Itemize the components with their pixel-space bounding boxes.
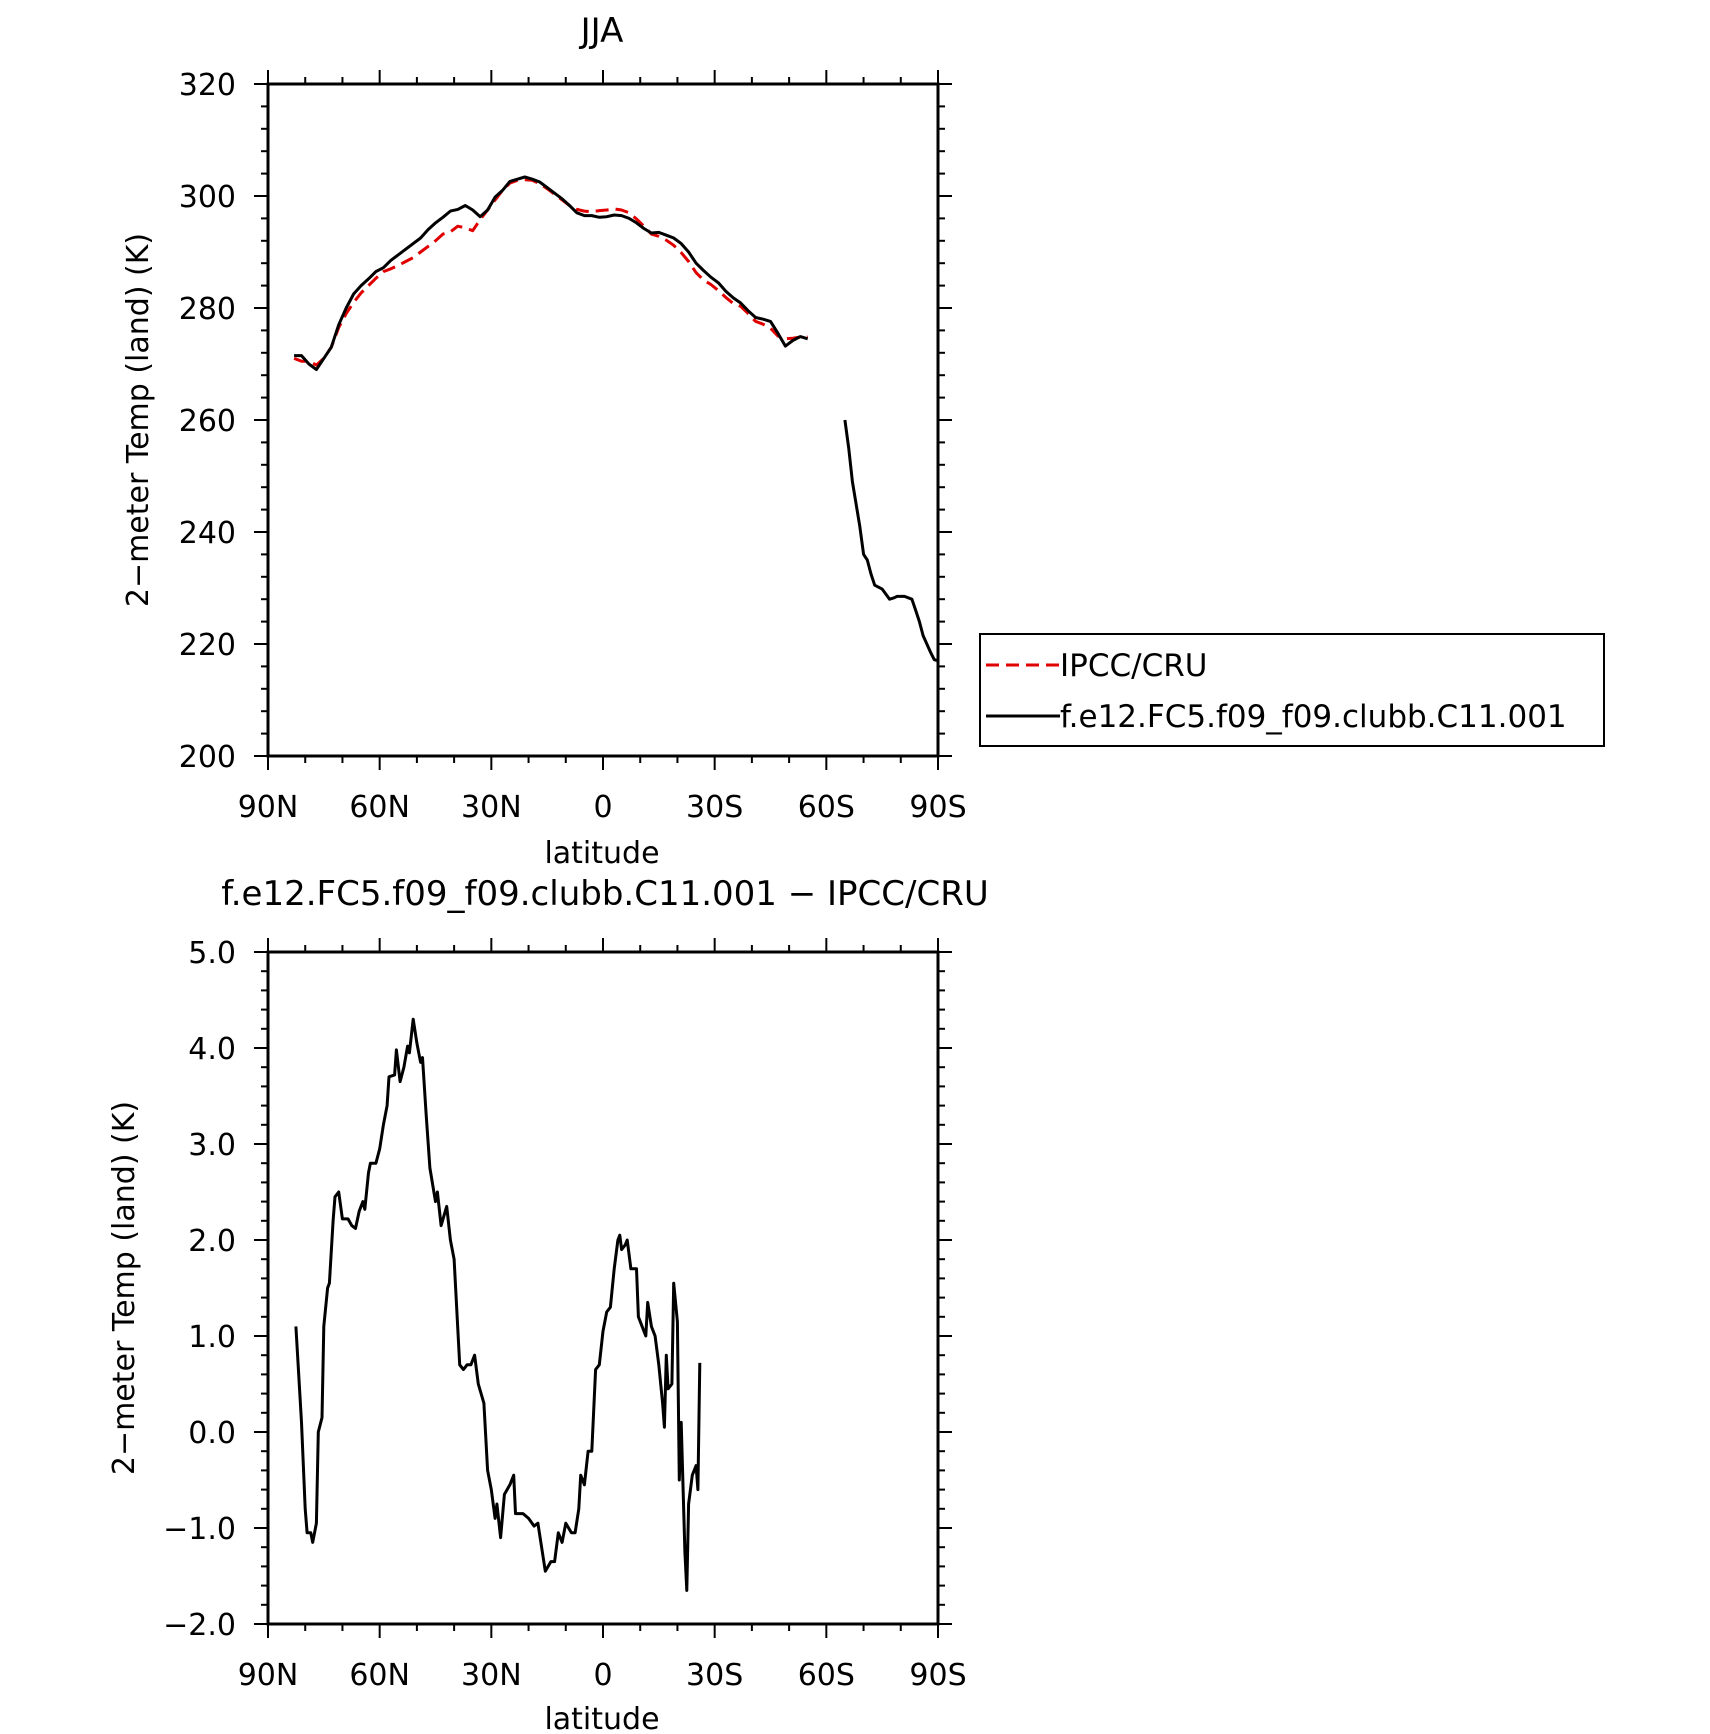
x-tick-label: 0 <box>593 1658 612 1693</box>
chart-title: f.e12.FC5.f09_f09.clubb.C11.001 − IPCC/C… <box>221 874 989 914</box>
x-tick-label: 90S <box>909 790 966 825</box>
legend-box <box>979 633 1605 747</box>
tick-marks <box>254 70 952 770</box>
y-tick-label: −2.0 <box>163 1608 236 1643</box>
series-line-difference <box>294 1017 702 1592</box>
legend-label-ipcc-cru: IPCC/CRU <box>1060 648 1207 684</box>
y-tick-label: 2.0 <box>188 1224 236 1259</box>
legend-label-model: f.e12.FC5.f09_f09.clubb.C11.001 <box>1060 699 1567 735</box>
y-tick-label: 3.0 <box>188 1128 236 1163</box>
x-tick-labels: 90N 60N 30N 0 30S 60S 90S <box>238 1658 967 1693</box>
y-tick-label: 4.0 <box>188 1032 236 1067</box>
y-tick-label: 0.0 <box>188 1416 236 1451</box>
y-axis-label: 2−meter Temp (land) (K) <box>107 1101 142 1475</box>
x-tick-label: 90N <box>238 1658 299 1693</box>
x-tick-label: 90N <box>238 790 299 825</box>
x-axis-label: latitude <box>544 1702 659 1734</box>
series-group <box>293 175 939 663</box>
x-tick-label: 30N <box>461 790 522 825</box>
x-tick-label: 90S <box>909 1658 966 1693</box>
legend: IPCC/CRU f.e12.FC5.f09_f09.clubb.C11.001 <box>979 633 1605 747</box>
series-line-model <box>294 175 939 663</box>
y-tick-label: 240 <box>179 516 236 551</box>
y-tick-label: 260 <box>179 404 236 439</box>
y-tick-label: 200 <box>179 740 236 775</box>
x-axis-label: latitude <box>544 836 659 871</box>
y-tick-label: 280 <box>179 292 236 327</box>
y-axis-label: 2−meter Temp (land) (K) <box>121 233 156 607</box>
chart-panel-jja: JJA 200 220 240 260 280 300 320 90N 60N 30N 0 30S 6… <box>121 11 967 871</box>
plot-frame <box>266 82 940 758</box>
x-tick-label: 60N <box>349 1658 410 1693</box>
x-tick-label: 60N <box>349 790 410 825</box>
chart-panel-difference: f.e12.FC5.f09_f09.clubb.C11.001 − IPCC/C… <box>107 874 989 1734</box>
x-tick-label: 30S <box>686 790 743 825</box>
y-tick-label: 300 <box>179 180 236 215</box>
series-line-ipcc-cru <box>293 178 808 367</box>
x-tick-labels: 90N 60N 30N 0 30S 60S 90S <box>238 790 967 825</box>
x-tick-label: 30S <box>686 1658 743 1693</box>
y-tick-label: −1.0 <box>163 1512 236 1547</box>
y-tick-labels: 200 220 240 260 280 300 320 <box>179 68 236 775</box>
x-tick-label: 30N <box>461 1658 522 1693</box>
y-tick-label: 5.0 <box>188 936 236 971</box>
y-tick-label: 1.0 <box>188 1320 236 1355</box>
x-tick-label: 60S <box>798 790 855 825</box>
x-tick-label: 0 <box>593 790 612 825</box>
chart-title: JJA <box>579 11 624 51</box>
tick-marks <box>254 938 952 1638</box>
y-tick-label: 320 <box>179 68 236 103</box>
y-tick-label: 220 <box>179 628 236 663</box>
x-tick-label: 60S <box>798 1658 855 1693</box>
y-tick-labels: −2.0 −1.0 0.0 1.0 2.0 3.0 4.0 5.0 <box>163 936 236 1643</box>
series-group <box>294 1017 702 1592</box>
plot-frame <box>266 950 940 1626</box>
